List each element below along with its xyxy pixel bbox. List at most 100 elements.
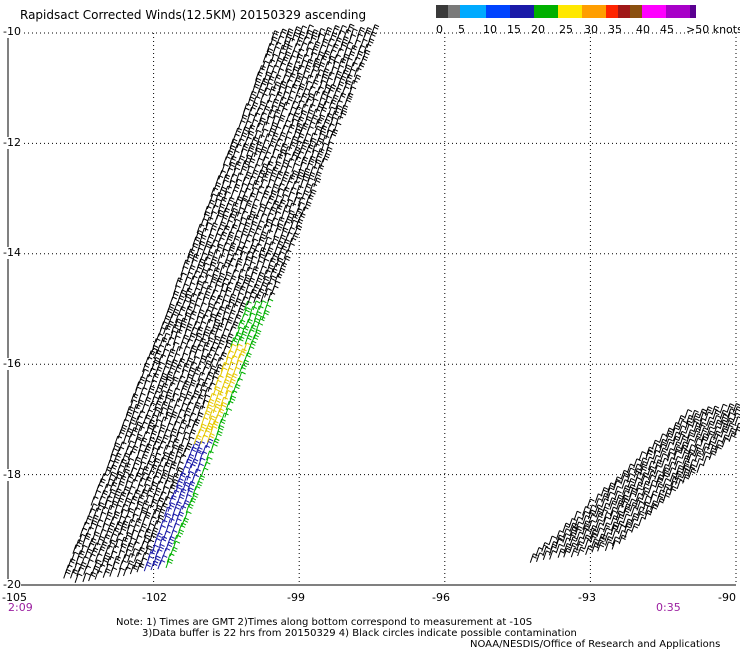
- wind-barb: [115, 470, 124, 481]
- wind-barb: [63, 568, 72, 579]
- wind-barb: [257, 253, 265, 264]
- wind-barb: [201, 399, 210, 410]
- wind-barb: [177, 392, 186, 403]
- wind-barb: [234, 343, 243, 354]
- wind-barb: [163, 394, 172, 404]
- wind-barb: [251, 179, 260, 190]
- scale-label-5: 5: [458, 23, 465, 36]
- wind-barb: [573, 510, 582, 521]
- lat-label-16s: -16: [3, 357, 21, 370]
- wind-barb: [271, 30, 280, 40]
- wind-barb: [192, 304, 201, 314]
- wind-barb: [118, 475, 127, 485]
- wind-barb: [167, 381, 176, 392]
- wind-barb: [192, 356, 200, 366]
- wind-barb: [176, 444, 185, 454]
- wind-barb: [206, 233, 215, 244]
- wind-barb: [287, 37, 296, 48]
- wind-barb: [311, 62, 320, 73]
- wind-barb: [542, 546, 551, 557]
- wind-barb: [261, 309, 270, 320]
- wind-barb: [196, 360, 205, 371]
- wind-barb: [297, 30, 306, 41]
- wind-barb: [264, 133, 272, 143]
- wind-barb: [159, 390, 168, 400]
- wind-barb: [176, 529, 185, 539]
- wind-barb: [576, 536, 585, 547]
- wind-barb: [562, 522, 571, 533]
- wind-barb: [265, 247, 274, 257]
- wind-barb: [574, 525, 583, 536]
- wind-barb: [91, 531, 100, 541]
- wind-barb: [212, 386, 221, 396]
- wind-barb: [290, 118, 299, 129]
- wind-barb: [364, 27, 372, 37]
- wind-barb: [555, 543, 564, 554]
- wind-barb: [639, 465, 648, 476]
- wind-barb: [202, 461, 211, 472]
- wind-barb: [582, 534, 591, 545]
- wind-barb: [71, 551, 79, 562]
- wind-barb: [574, 516, 583, 527]
- wind-barb: [209, 211, 218, 221]
- wind-barb: [224, 339, 233, 350]
- wind-barb: [82, 572, 91, 583]
- wind-barb: [312, 142, 320, 153]
- wind-barb: [621, 494, 629, 505]
- wind-barb: [343, 97, 352, 107]
- scale-label-15: 15: [507, 23, 521, 36]
- wind-barb: [224, 407, 233, 418]
- wind-barb: [726, 422, 735, 432]
- wind-barb: [655, 482, 664, 493]
- wind-barb: [276, 216, 285, 227]
- wind-barb: [178, 322, 187, 333]
- wind-barb: [313, 73, 322, 84]
- wind-barb: [239, 330, 248, 341]
- wind-barb: [366, 38, 375, 48]
- wind-barb: [227, 180, 236, 190]
- wind-barb: [305, 47, 313, 57]
- wind-barb: [297, 82, 306, 93]
- wind-barb: [677, 415, 686, 425]
- wind-barb: [325, 129, 334, 140]
- wind-barb: [299, 25, 308, 35]
- wind-barb: [159, 519, 168, 530]
- wind-barb: [230, 252, 239, 263]
- scale-swatch-6: [558, 5, 582, 18]
- wind-barb: [211, 369, 220, 380]
- wind-barb: [264, 236, 272, 247]
- wind-barb: [112, 511, 121, 521]
- wind-barb: [232, 218, 241, 229]
- wind-barb: [611, 539, 620, 550]
- note-line-1: Note: 1) Times are GMT 2)Times along bot…: [116, 617, 533, 628]
- wind-barb: [134, 433, 143, 444]
- scale-swatch-7: [582, 5, 606, 18]
- wind-barb: [641, 486, 650, 497]
- wind-barb: [678, 420, 687, 430]
- wind-barb: [626, 473, 635, 483]
- wind-barb: [297, 201, 305, 212]
- wind-barb: [186, 471, 195, 481]
- wind-barb: [109, 567, 118, 577]
- wind-barb: [268, 223, 277, 234]
- wind-barb: [616, 499, 625, 510]
- wind-barb: [108, 539, 116, 550]
- scale-swatch-12: [666, 5, 690, 18]
- wind-barb: [183, 293, 192, 304]
- wind-barb: [236, 241, 245, 251]
- wind-barb: [279, 107, 288, 118]
- wind-barb: [647, 465, 656, 476]
- wind-barb: [656, 498, 665, 508]
- wind-barb: [328, 133, 337, 144]
- wind-barb: [204, 274, 213, 284]
- wind-barb: [149, 481, 158, 492]
- wind-barb: [640, 472, 649, 482]
- lon-label-105w: -105: [2, 591, 27, 604]
- wind-barb: [265, 115, 274, 126]
- wind-barb: [348, 86, 357, 96]
- wind-barb: [309, 166, 318, 176]
- wind-barb: [333, 122, 342, 132]
- wind-barb: [232, 183, 241, 194]
- wind-barb: [201, 262, 210, 273]
- wind-barb: [108, 471, 117, 482]
